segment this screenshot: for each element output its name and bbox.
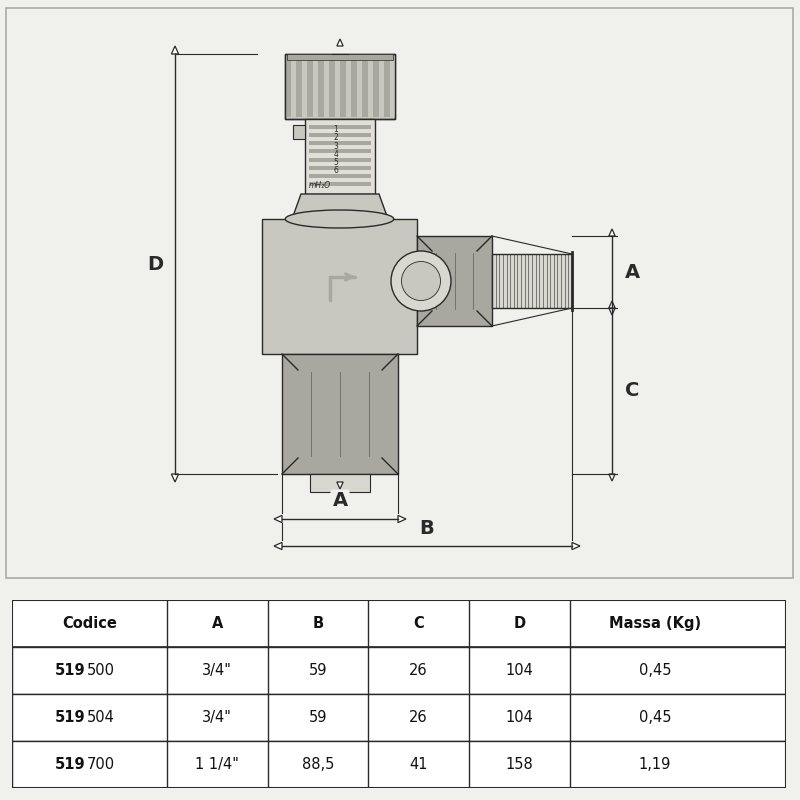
Text: 3/4": 3/4"	[202, 710, 232, 725]
Bar	[285, 54, 395, 119]
Bar	[334, 56, 340, 117]
Bar	[362, 56, 367, 117]
Text: 0,45: 0,45	[638, 663, 671, 678]
Text: 26: 26	[410, 710, 428, 725]
Text: 41: 41	[410, 757, 428, 772]
Bar	[390, 56, 395, 117]
Bar	[309, 166, 371, 170]
Text: 59: 59	[309, 710, 327, 725]
Bar	[309, 174, 371, 178]
Polygon shape	[171, 46, 178, 54]
Bar	[323, 56, 329, 117]
Bar	[309, 158, 371, 162]
Text: 700: 700	[87, 757, 115, 772]
Polygon shape	[337, 482, 343, 489]
Text: 6: 6	[333, 166, 338, 175]
Bar	[262, 219, 417, 354]
Bar	[293, 125, 305, 139]
Text: Codice: Codice	[62, 616, 117, 631]
Bar	[309, 182, 371, 186]
Bar	[307, 56, 313, 117]
Text: mH₂O: mH₂O	[309, 182, 331, 190]
Polygon shape	[609, 474, 615, 481]
Polygon shape	[337, 39, 343, 46]
Bar	[285, 54, 395, 119]
Bar	[309, 133, 371, 137]
Bar	[309, 150, 371, 154]
Bar	[305, 119, 375, 194]
Polygon shape	[274, 515, 282, 522]
Bar	[492, 254, 572, 308]
Bar	[290, 56, 296, 117]
Circle shape	[391, 251, 451, 311]
Ellipse shape	[286, 210, 394, 228]
Text: 4: 4	[333, 150, 338, 158]
Polygon shape	[398, 515, 406, 522]
Text: 104: 104	[506, 710, 533, 725]
Text: C: C	[413, 616, 424, 631]
Bar	[313, 56, 318, 117]
Bar	[367, 56, 373, 117]
Polygon shape	[609, 301, 615, 308]
Text: 519: 519	[55, 710, 86, 725]
Text: D: D	[147, 254, 163, 274]
Bar	[417, 236, 492, 326]
Bar	[302, 56, 307, 117]
Bar	[12, 741, 786, 788]
Bar	[378, 56, 384, 117]
Bar	[373, 56, 378, 117]
Bar	[357, 56, 362, 117]
Bar	[384, 56, 390, 117]
Polygon shape	[572, 542, 580, 550]
Text: 5: 5	[333, 158, 338, 167]
Text: 2: 2	[334, 134, 338, 142]
Bar	[318, 56, 323, 117]
Polygon shape	[609, 229, 615, 236]
Bar	[310, 474, 370, 492]
Text: 1 1/4": 1 1/4"	[195, 757, 239, 772]
Text: C: C	[625, 382, 639, 401]
Text: 3/4": 3/4"	[202, 663, 232, 678]
Text: A: A	[211, 616, 223, 631]
Bar	[12, 600, 786, 647]
Text: 59: 59	[309, 663, 327, 678]
Polygon shape	[171, 474, 178, 482]
Text: 88,5: 88,5	[302, 757, 334, 772]
Text: A: A	[333, 491, 347, 510]
Bar	[351, 56, 357, 117]
Text: 26: 26	[410, 663, 428, 678]
Polygon shape	[292, 194, 388, 219]
Circle shape	[402, 262, 441, 301]
Bar	[340, 56, 346, 117]
Text: D: D	[513, 616, 526, 631]
Text: 519: 519	[55, 757, 86, 772]
Text: 1,19: 1,19	[638, 757, 671, 772]
Text: A: A	[625, 262, 639, 282]
Text: 500: 500	[87, 663, 115, 678]
Text: Massa (Kg): Massa (Kg)	[609, 616, 701, 631]
Text: 104: 104	[506, 663, 533, 678]
Text: 519: 519	[55, 663, 86, 678]
Text: 3: 3	[333, 142, 338, 150]
Bar	[285, 56, 290, 117]
Bar	[329, 56, 334, 117]
Text: 0,45: 0,45	[638, 710, 671, 725]
Bar	[287, 54, 393, 60]
Text: B: B	[420, 518, 434, 538]
Text: B: B	[312, 616, 323, 631]
Bar	[309, 142, 371, 146]
Bar	[309, 125, 371, 129]
Bar	[282, 354, 398, 474]
Bar	[296, 56, 302, 117]
Bar	[346, 56, 351, 117]
Bar	[12, 694, 786, 741]
Text: 504: 504	[87, 710, 115, 725]
Bar	[12, 647, 786, 694]
Text: 1: 1	[334, 126, 338, 134]
Text: 158: 158	[506, 757, 533, 772]
Polygon shape	[274, 542, 282, 550]
Polygon shape	[609, 308, 615, 315]
